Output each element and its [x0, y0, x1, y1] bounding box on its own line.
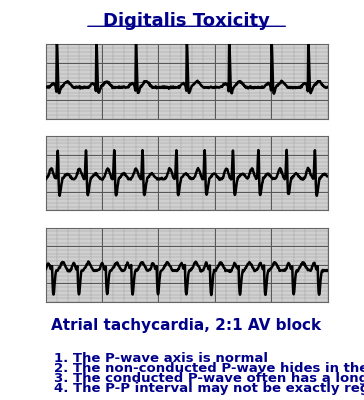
Text: Digitalis Toxicity: Digitalis Toxicity [103, 12, 270, 30]
Text: 3. The conducted P-wave often has a long PR interval: 3. The conducted P-wave often has a long… [54, 372, 364, 385]
Text: 2. The non-conducted P-wave hides in the T-wave: 2. The non-conducted P-wave hides in the… [54, 362, 364, 375]
Text: 1. The P-wave axis is normal: 1. The P-wave axis is normal [54, 352, 268, 364]
Text: Atrial tachycardia, 2:1 AV block: Atrial tachycardia, 2:1 AV block [51, 318, 322, 333]
Text: 4. The P-P interval may not be exactly regular: 4. The P-P interval may not be exactly r… [54, 382, 364, 395]
